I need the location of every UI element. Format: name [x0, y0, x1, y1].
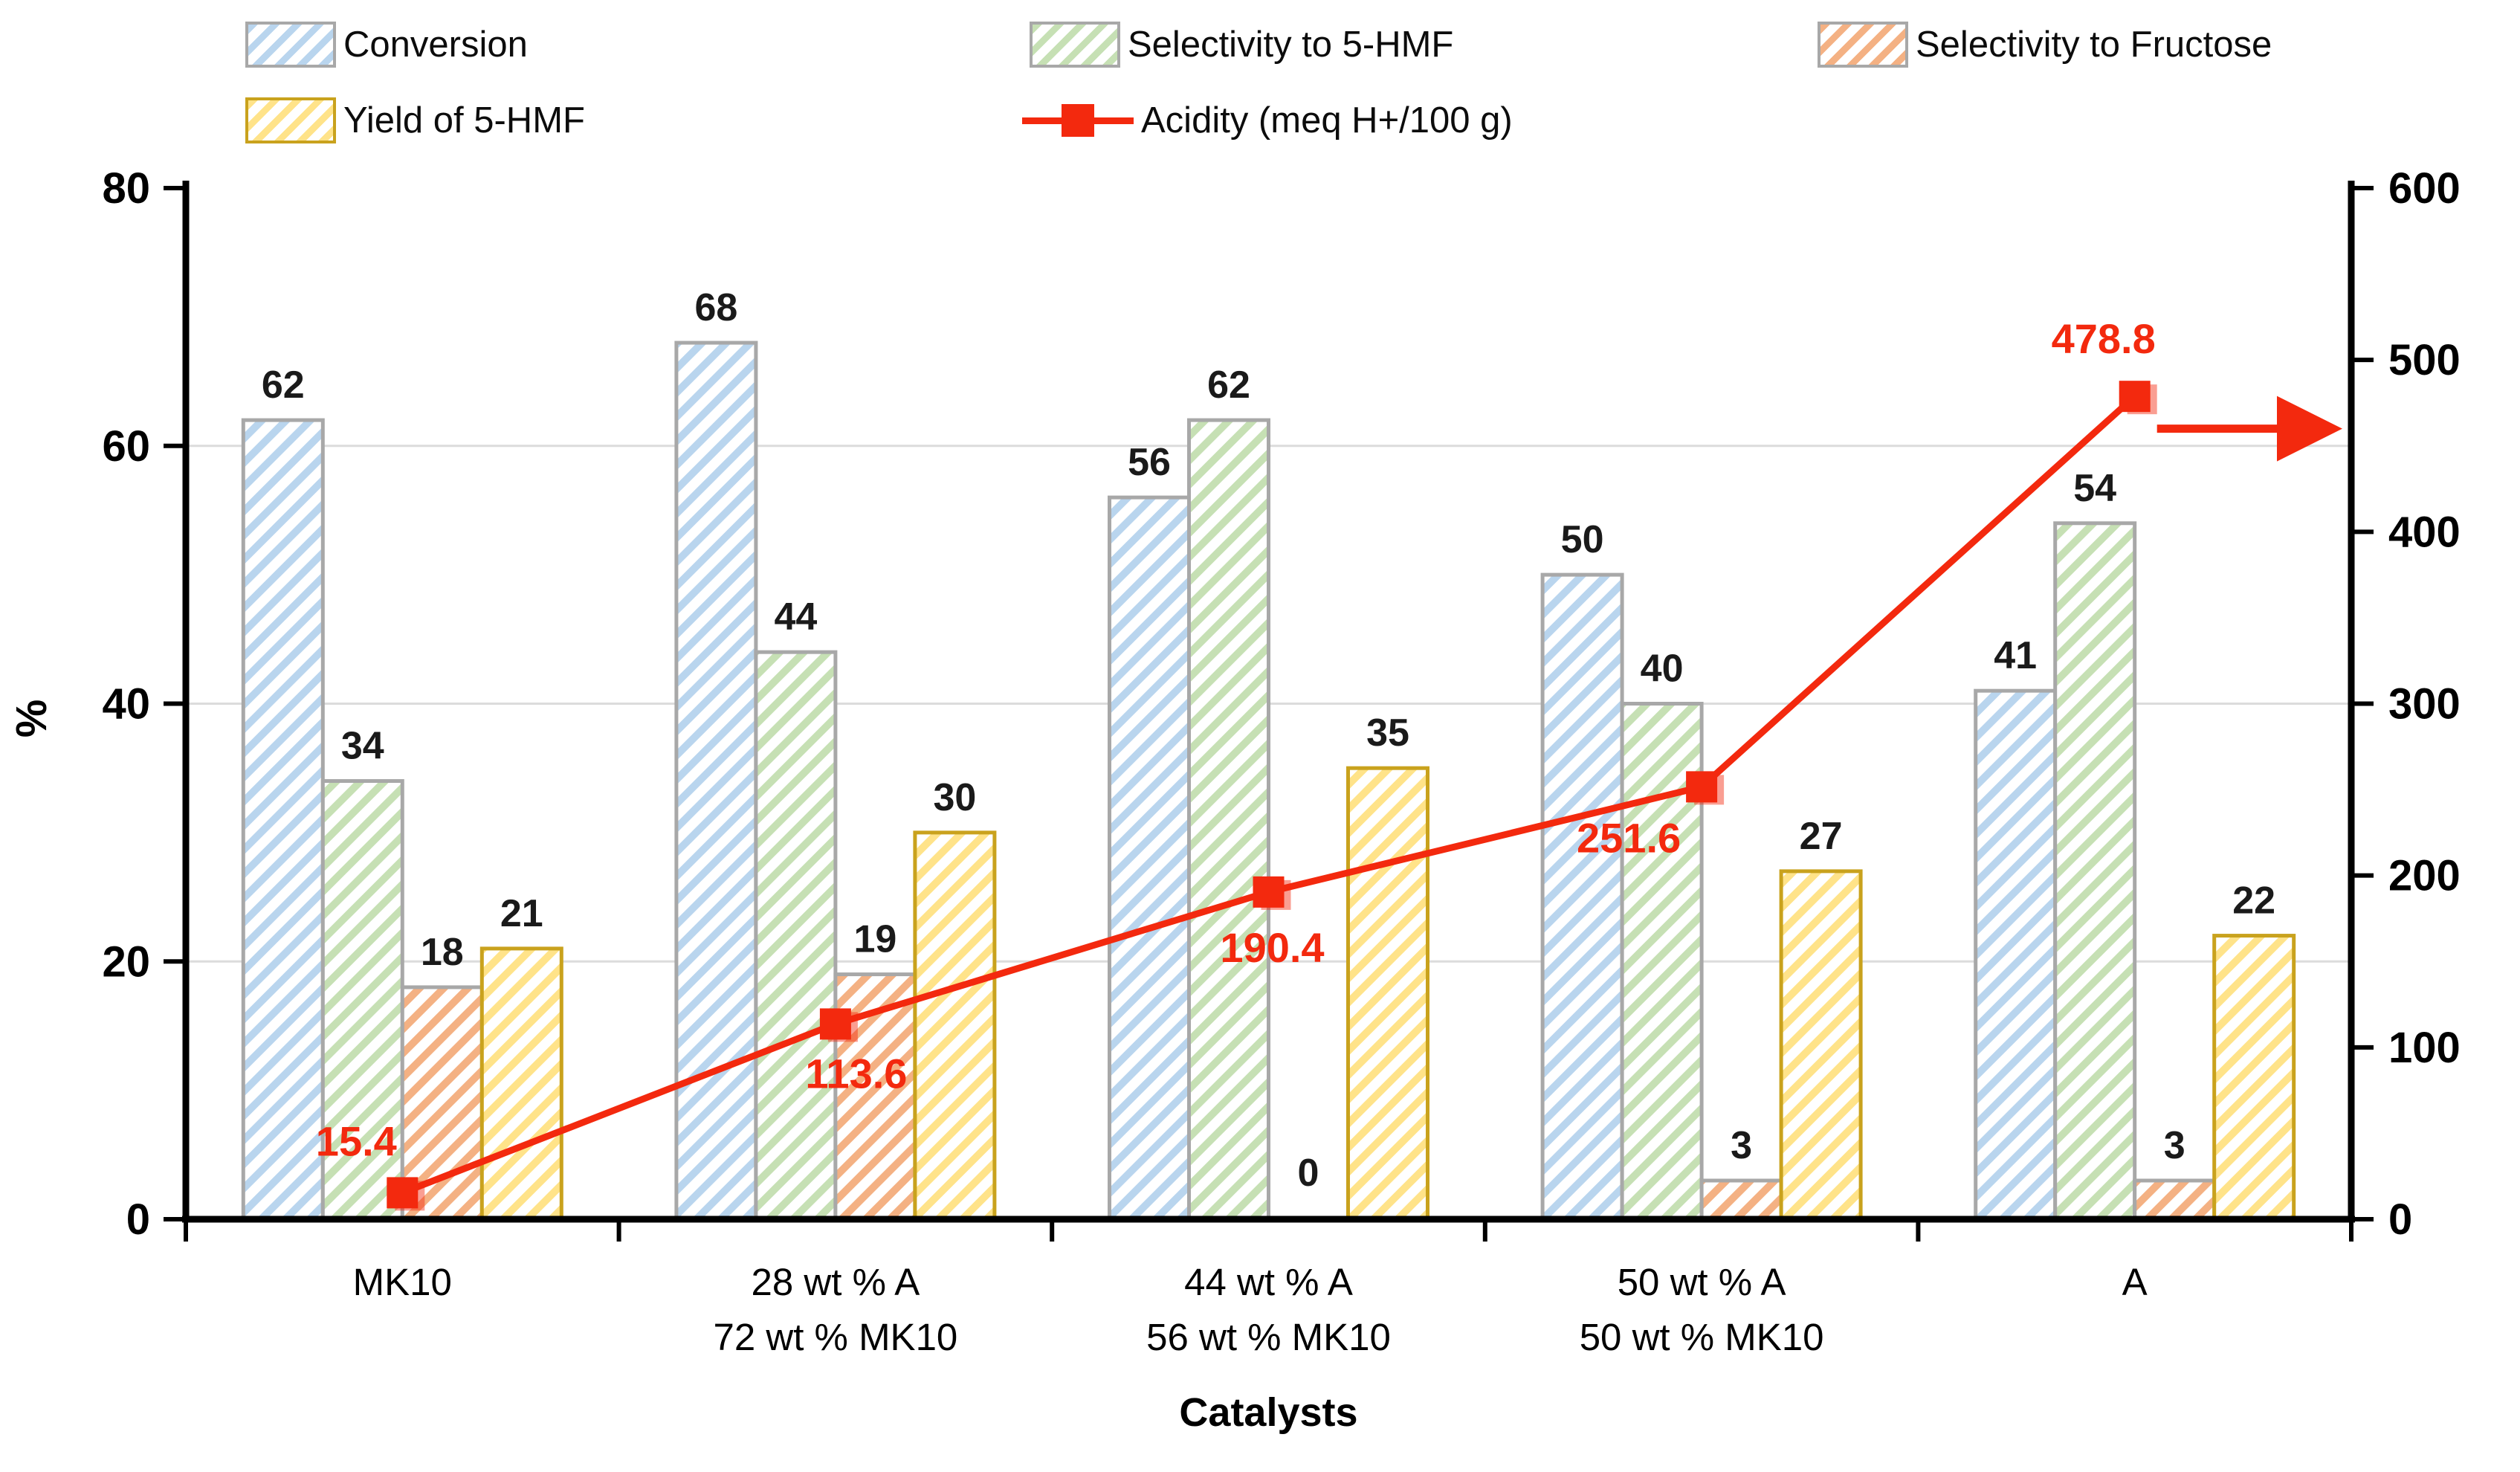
- right-tick-label: 600: [2388, 164, 2461, 213]
- acidity-value-label: 478.8: [2052, 315, 2156, 362]
- left-tick-label: 20: [102, 937, 150, 986]
- selectivity-5hmf-swatch-icon: [1030, 22, 1120, 68]
- bar-value-label: 27: [1800, 815, 1843, 858]
- bar-value-label: 21: [500, 892, 543, 935]
- x-axis-title: Catalysts: [1179, 1390, 1357, 1435]
- yield-swatch-icon: [245, 97, 336, 143]
- acidity-marker: [1253, 876, 1285, 908]
- bar-3-1: [913, 830, 997, 1221]
- bar-value-label: 62: [1207, 364, 1250, 407]
- x-category-label: 28 wt % A: [752, 1261, 920, 1303]
- acidity-value-label: 113.6: [805, 1050, 907, 1097]
- bar-0-3: [1540, 572, 1624, 1221]
- acidity-value-label: 251.6: [1577, 814, 1681, 861]
- right-axis-arrowhead-icon: [2277, 396, 2342, 462]
- right-tick-label: 200: [2388, 852, 2461, 900]
- bar-3-2: [1346, 766, 1429, 1221]
- right-tick-label: 0: [2388, 1195, 2412, 1244]
- bar-1-2: [1187, 418, 1270, 1221]
- legend-item-acidity: Acidity (meq H+/100 g): [1022, 94, 1513, 147]
- bar-value-label: 54: [2073, 467, 2116, 510]
- legend-label-acidity: Acidity (meq H+/100 g): [1141, 100, 1513, 141]
- x-category-label: 50 wt % A: [1618, 1261, 1786, 1303]
- acidity-marker: [1686, 771, 1718, 803]
- bar-value-label: 3: [2164, 1124, 2185, 1167]
- bar-3-4: [2212, 934, 2296, 1221]
- left-tick-label: 0: [126, 1195, 150, 1244]
- bar-0-2: [1108, 495, 1191, 1221]
- acidity-marker: [2119, 381, 2151, 413]
- bar-value-label: 56: [1128, 441, 1171, 484]
- right-tick-label: 300: [2388, 680, 2461, 729]
- bar-0-4: [1974, 688, 2058, 1221]
- bar-2-4: [2133, 1178, 2217, 1221]
- bar-0-0: [241, 418, 325, 1221]
- bar-value-label: 35: [1366, 711, 1409, 755]
- left-tick-label: 40: [102, 680, 150, 729]
- bar-3-3: [1779, 869, 1863, 1221]
- right-tick-label: 500: [2388, 336, 2461, 384]
- x-category-label: 44 wt % A: [1184, 1261, 1353, 1303]
- right-tick-label: 100: [2388, 1024, 2461, 1072]
- x-category-label: A: [2122, 1261, 2148, 1303]
- bar-value-label: 18: [421, 931, 464, 974]
- left-tick-label: 60: [102, 422, 150, 471]
- selectivity-fructose-swatch-icon: [1818, 22, 1908, 68]
- bar-value-label: 44: [774, 595, 817, 639]
- bar-value-label: 0: [1298, 1152, 1319, 1195]
- left-tick-label: 80: [102, 164, 150, 213]
- bar-value-label: 34: [341, 725, 384, 768]
- acidity-line-marker-icon: [1022, 97, 1134, 143]
- legend-item-selectivity-fructose: Selectivity to Fructose: [1818, 18, 2272, 71]
- acidity-value-label: 15.4: [316, 1117, 397, 1164]
- legend-item-conversion: Conversion: [245, 18, 528, 71]
- bar-value-label: 41: [1994, 634, 2037, 677]
- bar-2-3: [1699, 1178, 1783, 1221]
- x-category-label: 72 wt % MK10: [713, 1316, 957, 1358]
- bar-0-1: [674, 340, 758, 1221]
- bar-1-4: [2053, 521, 2137, 1221]
- bar-value-label: 68: [694, 286, 737, 329]
- acidity-marker: [387, 1177, 419, 1209]
- bar-value-label: 62: [262, 364, 305, 407]
- legend-label-selectivity-fructose: Selectivity to Fructose: [1916, 25, 2272, 65]
- bar-value-label: 22: [2232, 879, 2275, 923]
- bar-value-label: 3: [1731, 1124, 1752, 1167]
- legend-label-selectivity-5hmf: Selectivity to 5-HMF: [1128, 25, 1454, 65]
- legend-label-yield: Yield of 5-HMF: [343, 100, 585, 141]
- bar-value-label: 40: [1641, 648, 1684, 691]
- conversion-swatch-icon: [245, 22, 336, 68]
- acidity-marker: [819, 1008, 851, 1040]
- y-axis-title: %: [7, 700, 56, 738]
- x-category-label: 50 wt % MK10: [1580, 1316, 1824, 1358]
- bar-1-1: [754, 650, 838, 1221]
- acidity-value-label: 190.4: [1220, 924, 1324, 971]
- x-category-label: 56 wt % MK10: [1146, 1316, 1391, 1358]
- legend-item-selectivity-5hmf: Selectivity to 5-HMF: [1030, 18, 1453, 71]
- bar-3-0: [479, 946, 563, 1221]
- bar-value-label: 50: [1561, 518, 1604, 561]
- x-category-label: MK10: [353, 1261, 452, 1303]
- legend-item-yield: Yield of 5-HMF: [245, 94, 585, 147]
- bar-value-label: 30: [933, 776, 976, 819]
- legend-label-conversion: Conversion: [343, 25, 528, 65]
- right-tick-label: 400: [2388, 508, 2461, 556]
- bar-value-label: 19: [853, 918, 896, 961]
